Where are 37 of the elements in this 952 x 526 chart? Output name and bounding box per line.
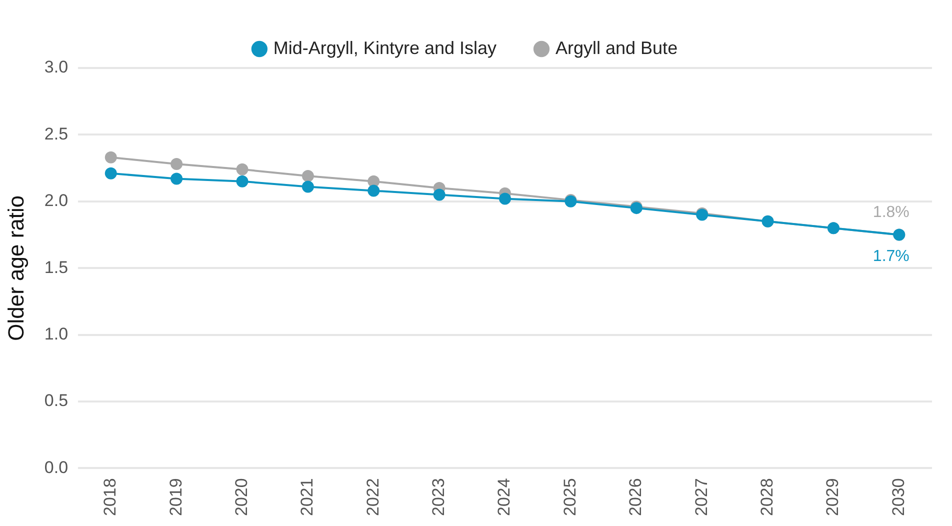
point xyxy=(368,175,380,188)
point xyxy=(368,184,380,197)
point xyxy=(302,170,314,182)
x-tick-label: 2024 xyxy=(494,478,514,516)
y-tick-label: 1.5 xyxy=(44,258,68,277)
x-tick-label: 2026 xyxy=(626,478,646,516)
y-tick-label: 2.5 xyxy=(44,124,68,144)
annotation: 1.8% xyxy=(872,204,910,222)
legend-label: Argyll and Bute xyxy=(556,38,678,58)
x-tick-label: 2023 xyxy=(429,478,448,516)
annotation: 1.7% xyxy=(872,248,910,266)
point xyxy=(302,180,314,193)
point xyxy=(170,158,183,170)
x-tick-label: 2019 xyxy=(166,478,186,516)
point xyxy=(104,151,117,164)
x-tick-label: 2018 xyxy=(100,478,120,516)
y-tick-label: 2.0 xyxy=(44,191,68,210)
x-tick-label: 2028 xyxy=(757,478,776,516)
x-tick-label: 2021 xyxy=(298,478,317,516)
y-tick-label: 0.5 xyxy=(44,391,68,410)
point xyxy=(499,192,512,205)
x-tick-label: 2022 xyxy=(363,478,382,516)
x-tick-label: 2029 xyxy=(823,478,842,516)
x-tick-label: 2025 xyxy=(560,478,580,516)
point xyxy=(433,188,446,201)
x-tick-label: 2030 xyxy=(888,478,908,516)
point xyxy=(236,175,248,188)
point xyxy=(170,172,183,185)
point xyxy=(236,163,248,176)
y-tick-label: 1.0 xyxy=(44,324,68,344)
y-axis-title: Older age ratio xyxy=(3,195,28,341)
point xyxy=(104,167,117,180)
y-tick-label: 0.0 xyxy=(44,458,68,477)
x-tick-label: 2027 xyxy=(692,478,711,516)
y-tick-label: 3.0 xyxy=(44,58,68,77)
legend-label: Mid-Argyll, Kintyre and Islay xyxy=(273,38,497,58)
x-tick-label: 2020 xyxy=(232,478,251,516)
